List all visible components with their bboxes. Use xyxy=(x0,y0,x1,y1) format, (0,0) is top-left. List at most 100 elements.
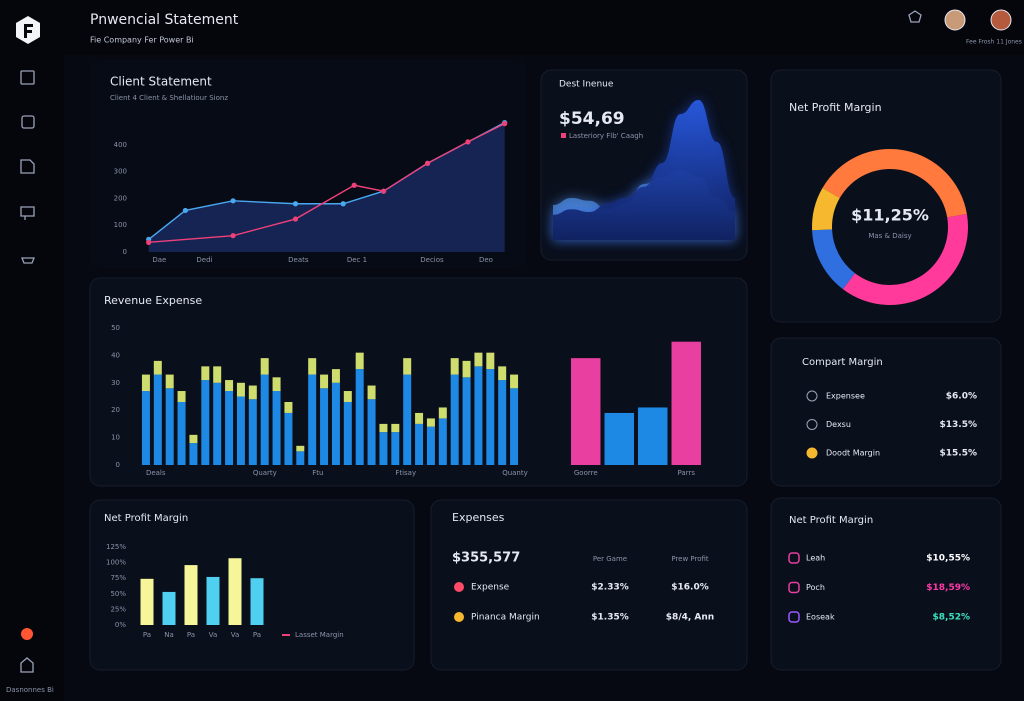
bar-segment xyxy=(331,382,340,465)
bar-segment xyxy=(438,407,447,419)
x-tick-label: Decios xyxy=(420,256,444,264)
row-icon xyxy=(806,447,818,459)
bar-segment xyxy=(462,360,471,378)
x-tick-label: Deo xyxy=(479,256,493,264)
row-value: $18,59% xyxy=(926,583,970,593)
card xyxy=(430,499,748,671)
y-tick-label: 75% xyxy=(110,574,126,582)
x-tick-label: Quanty xyxy=(502,469,528,477)
x-tick-label: Parrs xyxy=(678,469,696,477)
bar-segment xyxy=(225,391,234,465)
bar-segment xyxy=(272,377,281,392)
bar-segment xyxy=(486,352,495,370)
settings-icon[interactable] xyxy=(908,10,922,23)
bar-segment xyxy=(201,366,210,381)
bar-segment xyxy=(260,374,269,465)
point xyxy=(292,216,299,222)
y-tick-label: 50 xyxy=(111,324,120,332)
bar-segment xyxy=(426,418,435,427)
x-tick-label: Na xyxy=(164,631,174,639)
bar xyxy=(671,341,701,465)
bar-segment xyxy=(438,418,447,465)
bar-segment xyxy=(308,358,317,375)
bar-segment xyxy=(367,399,376,465)
bar-segment xyxy=(201,380,210,465)
donut-center-label: Mas & Daisy xyxy=(868,232,911,240)
row-label: Expensee xyxy=(826,392,865,401)
card-subtitle: Client 4 Client & Shellatiour Sionz xyxy=(110,94,228,102)
x-tick-label: Goorre xyxy=(574,469,598,477)
page-title: Pnwencial Statement xyxy=(90,12,239,28)
sidebar-footer: Dasnonnes Bi xyxy=(6,686,54,694)
row-value: $13.5% xyxy=(940,420,978,430)
row-value: $2.33% xyxy=(591,583,629,593)
y-tick-label: 300 xyxy=(114,168,127,176)
row-label: Doodt Margin xyxy=(826,449,880,458)
y-tick-label: 0 xyxy=(123,248,127,256)
point xyxy=(502,121,508,127)
line xyxy=(148,123,505,244)
bar xyxy=(162,591,176,625)
bar xyxy=(571,358,601,465)
bar-segment xyxy=(177,401,186,465)
logo[interactable] xyxy=(16,16,40,44)
bar-segment xyxy=(403,374,412,465)
bar-segment xyxy=(177,391,186,402)
card-title: Net Profit Margin xyxy=(789,515,873,526)
area xyxy=(553,100,735,240)
bar-segment xyxy=(343,391,352,402)
area xyxy=(148,122,505,252)
row-value: $10,55% xyxy=(926,554,970,564)
user-name: Fee Frosh 11 Jones xyxy=(966,39,1022,46)
row-label: Pinanca Margin xyxy=(471,613,540,623)
bar-segment xyxy=(284,401,293,413)
y-tick-label: 40 xyxy=(111,351,120,359)
bar-segment xyxy=(296,451,305,465)
bar xyxy=(206,576,220,625)
bar-segment xyxy=(248,385,257,400)
card-title: Net Profit Margin xyxy=(104,513,188,524)
bar-segment xyxy=(213,366,222,383)
bar-segment xyxy=(450,358,459,375)
page-subtitle: Fie Company Fer Power Bi xyxy=(90,36,194,45)
y-tick-label: 200 xyxy=(114,194,127,202)
bar-segment xyxy=(343,401,352,465)
bar-segment xyxy=(367,385,376,400)
notification-dot[interactable] xyxy=(21,628,33,640)
row-icon xyxy=(788,581,800,594)
bar xyxy=(638,407,668,465)
point xyxy=(424,160,431,166)
header-bar xyxy=(64,0,1024,55)
point xyxy=(230,198,236,204)
donut-slice xyxy=(812,229,855,290)
donut-slice xyxy=(812,188,840,231)
bar-segment xyxy=(498,366,507,381)
avatar[interactable] xyxy=(990,9,1012,31)
bar-segment xyxy=(165,388,174,465)
row-value: $1.35% xyxy=(591,613,629,623)
donut-slice xyxy=(822,149,967,218)
card-title: Revenue Expense xyxy=(104,294,202,307)
bar-segment xyxy=(462,377,471,465)
row-value: $8,52% xyxy=(933,613,971,623)
bar-segment xyxy=(189,434,198,444)
y-tick-label: 400 xyxy=(114,141,127,149)
x-tick-label: Ftisay xyxy=(395,469,416,477)
row-icon xyxy=(454,612,464,622)
bar-segment xyxy=(236,396,245,465)
nav-icons[interactable] xyxy=(20,70,35,673)
bar-segment xyxy=(510,374,519,389)
bar-segment xyxy=(296,445,305,452)
bar xyxy=(604,412,634,465)
avatar[interactable] xyxy=(944,9,966,31)
row-label: Expense xyxy=(471,583,510,593)
row-label: Eoseak xyxy=(806,613,835,622)
bar-segment xyxy=(225,380,234,392)
bar-segment xyxy=(474,352,483,367)
bar-segment xyxy=(213,382,222,465)
x-tick-label: Va xyxy=(231,631,240,639)
y-tick-label: 0% xyxy=(115,621,126,629)
x-tick-label: Deats xyxy=(288,256,309,264)
donut-center-value: $11,25% xyxy=(851,206,929,225)
bar-segment xyxy=(426,426,435,465)
